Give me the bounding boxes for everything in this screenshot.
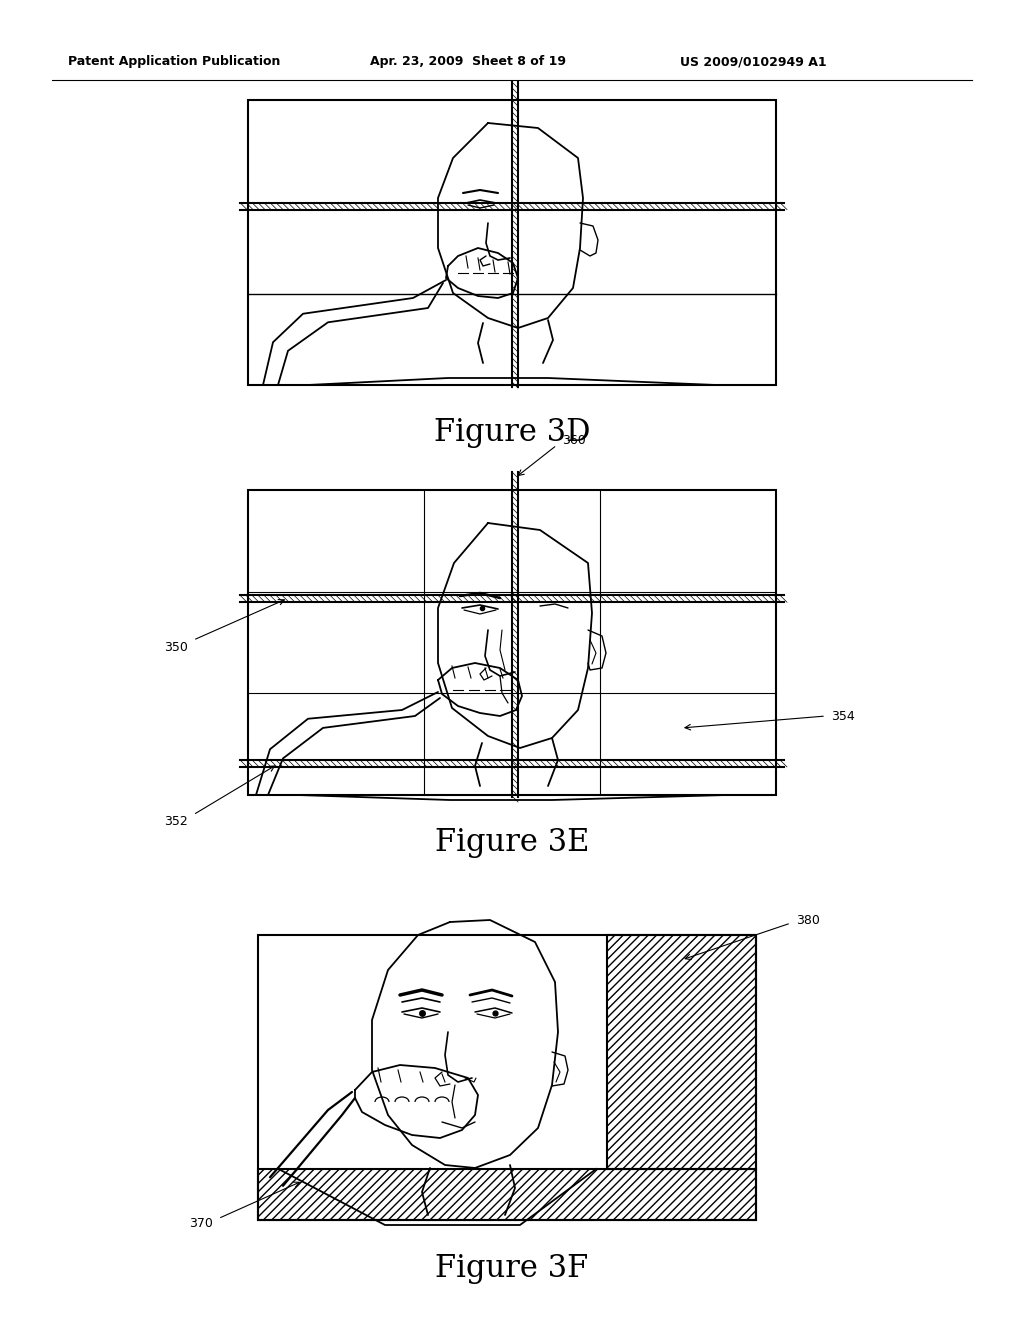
Text: 360: 360 <box>562 433 586 446</box>
Bar <box>248 490 776 795</box>
Text: US 2009/0102949 A1: US 2009/0102949 A1 <box>680 55 826 69</box>
Bar <box>248 100 776 385</box>
Bar <box>258 935 756 1220</box>
Text: 352: 352 <box>164 816 188 829</box>
Text: Figure 3D: Figure 3D <box>434 417 590 449</box>
Text: Figure 3E: Figure 3E <box>435 828 589 858</box>
Bar <box>258 1168 756 1220</box>
Text: Apr. 23, 2009  Sheet 8 of 19: Apr. 23, 2009 Sheet 8 of 19 <box>370 55 566 69</box>
Text: 350: 350 <box>164 640 188 653</box>
Text: Patent Application Publication: Patent Application Publication <box>68 55 281 69</box>
Bar <box>606 935 756 1168</box>
Text: Figure 3F: Figure 3F <box>435 1253 589 1283</box>
Text: 380: 380 <box>796 913 820 927</box>
Text: 354: 354 <box>831 710 855 722</box>
Text: 370: 370 <box>189 1217 213 1230</box>
